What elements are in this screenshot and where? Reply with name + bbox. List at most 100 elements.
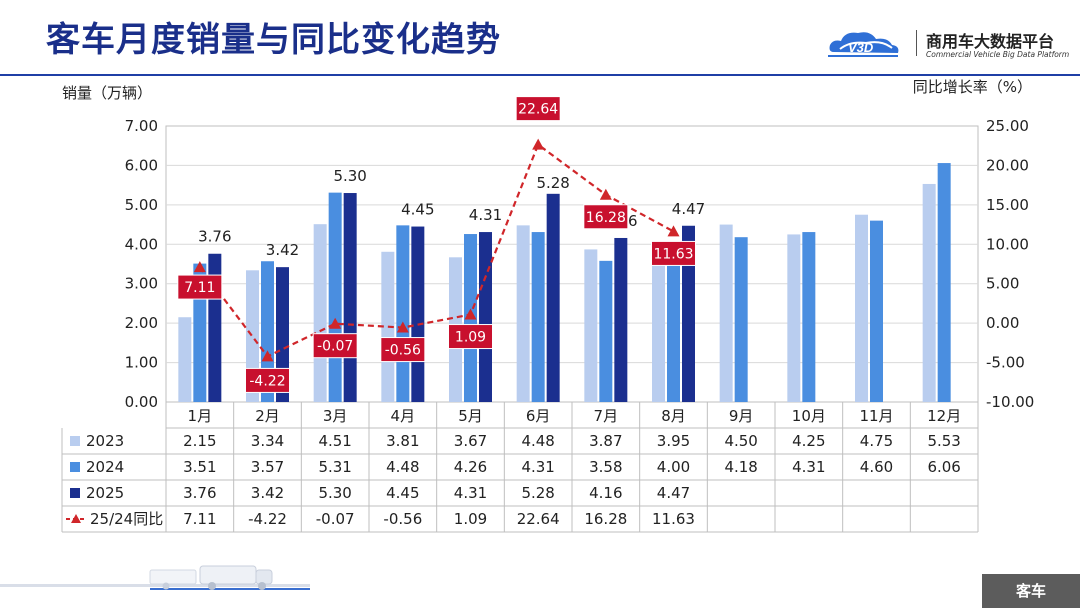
yoy-badge-label: 11.63 [653,246,693,262]
legend-label: 2023 [86,432,124,450]
y2-axis-title: 同比增长率（%） [913,78,1032,96]
legend-swatch-2024 [70,462,80,472]
table-cell: 5.30 [318,484,351,502]
yoy-badge-label: 1.09 [455,330,486,346]
bar-2024-11 [870,220,883,402]
bar-2023-1 [178,317,192,402]
category-label: 7月 [594,407,619,425]
bar-2023-7 [584,249,598,402]
y-tick-label: 3.00 [125,275,158,293]
category-label: 5月 [458,407,483,425]
y-tick-label: 5.00 [125,196,158,214]
bar-2025-4 [411,226,425,402]
bar-2023-10 [787,234,801,402]
bar-value-label: 4.45 [401,201,434,219]
table-cell: 3.87 [589,432,622,450]
svg-text:V3D: V3D [848,40,874,55]
bar-2024-7 [599,260,613,402]
table-cell: -0.56 [383,510,422,528]
table-cell: 4.48 [521,432,554,450]
table-cell: 4.16 [589,484,622,502]
table-cell: 4.75 [860,432,893,450]
yoy-point [329,317,342,329]
table-cell: 2.15 [183,432,216,450]
bar-2024-10 [802,232,816,402]
bar-value-label: 4.31 [469,206,502,224]
y-axis-title: 销量（万辆） [62,84,152,102]
bar-2025-5 [479,232,492,402]
yoy-point [464,308,477,320]
table-cell: 3.76 [183,484,216,502]
y2-tick-label: 0.00 [986,314,1019,332]
bar-2025-8 [682,225,695,402]
yoy-badge-label: 16.28 [586,210,626,226]
table-cell: 1.09 [454,510,487,528]
legend-line-marker [71,514,81,523]
platform-logo: V3D 商用车大数据平台 Commercial Vehicle Big Data… [826,22,1069,66]
table-cell: -0.07 [316,510,355,528]
table-cell: 16.28 [584,510,627,528]
table-cell: 3.42 [251,484,284,502]
bar-2023-12 [922,183,936,402]
y-tick-label: 6.00 [125,156,158,174]
table-cell: 6.06 [927,458,960,476]
y2-tick-label: -10.00 [986,393,1034,411]
yoy-badge [312,333,358,359]
legend-swatch-2023 [70,436,80,446]
yoy-point [599,188,612,200]
bar-2024-8 [667,244,680,402]
table-cell: 5.53 [927,432,960,450]
yoy-badge-label: -0.07 [317,339,353,355]
table-cell: 3.51 [183,458,216,476]
table-cell: 22.64 [517,510,560,528]
category-label: 12月 [927,407,961,425]
category-label: 1月 [188,407,213,425]
yoy-badge [245,367,290,393]
table-cell: 4.18 [724,458,757,476]
bar-2023-8 [652,246,665,402]
table-cell: -4.22 [248,510,287,528]
section-tag: 客车 [982,574,1080,608]
table-cell: 3.57 [251,458,284,476]
legend-label: 2024 [86,458,124,476]
category-label: 8月 [661,407,686,425]
table-cell: 3.95 [657,432,690,450]
yoy-point [396,321,409,333]
table-cell: 3.81 [386,432,419,450]
table-cell: 3.58 [589,458,622,476]
table-cell: 4.51 [318,432,351,450]
table-cell: 4.25 [792,432,825,450]
category-label: 6月 [526,407,551,425]
truck-graphic-icon [0,565,310,590]
bar-2024-4 [396,225,410,402]
category-label: 2月 [255,407,280,425]
yoy-badge [177,274,223,300]
y2-tick-label: 10.00 [986,235,1029,253]
bar-2023-11 [855,214,868,402]
category-label: 9月 [729,407,754,425]
y-tick-label: 4.00 [125,235,158,253]
table-cell: 4.48 [386,458,419,476]
table-cell: 4.31 [521,458,554,476]
bar-2023-6 [516,225,530,402]
table-cell: 4.47 [657,484,690,502]
yoy-badge [651,240,696,266]
bar-2024-3 [328,192,342,402]
bar-value-label: 5.30 [333,167,366,185]
table-cell: 3.34 [251,432,284,450]
y-tick-label: 7.00 [125,117,158,135]
y-tick-label: 0.00 [125,393,158,411]
bar-2023-9 [719,224,733,402]
yoy-line [198,142,675,358]
cloud-truck-logo-icon: V3D [828,32,899,57]
bar-value-label: 5.28 [536,174,569,192]
bar-2024-9 [734,237,748,402]
table-cell: 4.31 [792,458,825,476]
category-label: 10月 [792,407,826,425]
bar-value-label: 3.76 [198,228,231,246]
bar-2023-3 [313,224,327,402]
table-cell: 4.26 [454,458,487,476]
y2-tick-label: 20.00 [986,156,1029,174]
bar-2024-2 [261,261,274,402]
